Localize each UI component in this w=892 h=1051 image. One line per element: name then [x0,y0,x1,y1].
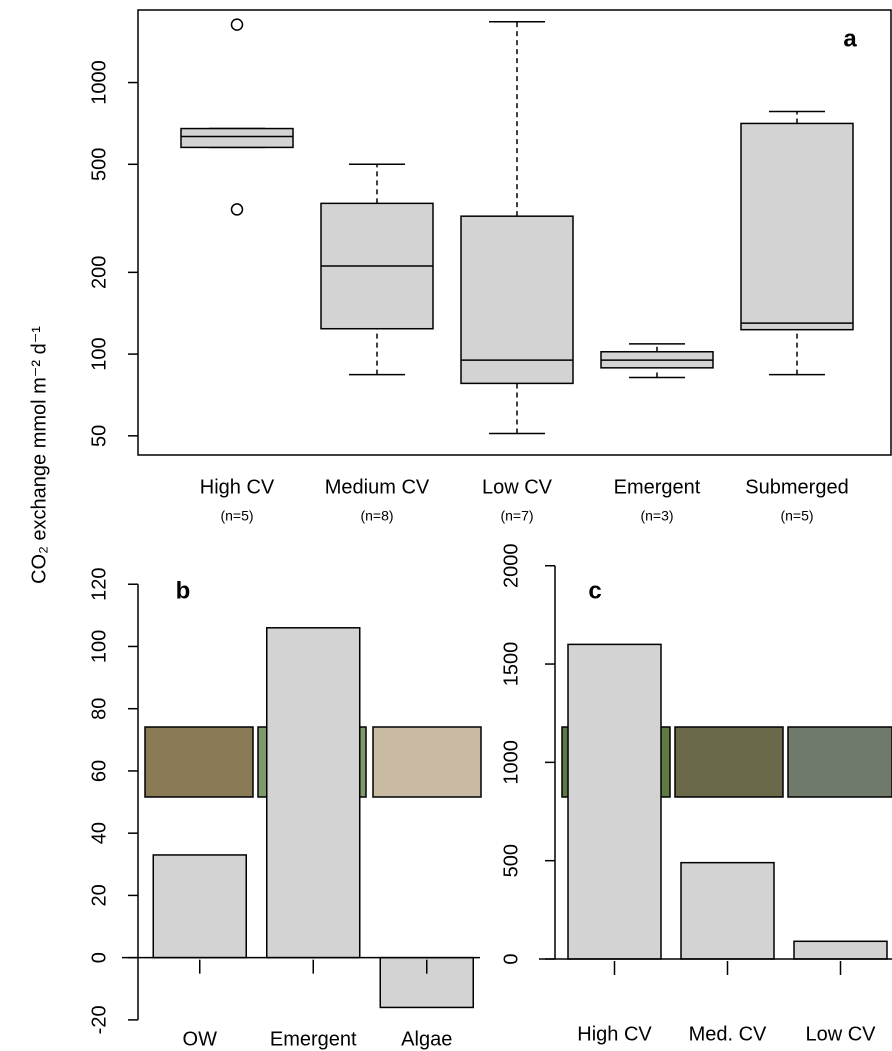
y-tick-label: 100 [88,630,110,663]
bar [568,644,661,959]
panel-label: b [176,577,191,604]
panel-label: a [843,25,857,52]
photo [373,727,481,797]
outlier [232,204,243,215]
x-tick-label: High CV [200,476,275,498]
x-tick-label: Submerged [745,476,848,498]
y-tick-label: 500 [500,844,522,877]
x-tick-label: High CV [577,1023,652,1045]
box [461,216,573,383]
photo [145,727,253,797]
box [741,123,853,329]
x-tick-note: (n=8) [360,508,393,524]
y-tick-label: -20 [88,1005,110,1034]
y-tick-label: 1500 [500,642,522,687]
x-tick-note: (n=5) [780,508,813,524]
x-tick-label: Med. CV [689,1023,767,1045]
photo [675,727,783,797]
y-tick-label: 40 [88,822,110,844]
photo [788,727,892,797]
x-tick-label: Algae [401,1028,452,1050]
figure: CO₂ exchange mmol m⁻² d⁻¹ 50100200500100… [0,0,892,1051]
y-tick-label: 1000 [500,740,522,785]
x-tick-note: (n=5) [220,508,253,524]
y-tick-label: 80 [88,698,110,720]
x-tick-label: OW [183,1028,218,1050]
y-tick-label: 100 [88,337,110,370]
y-tick-label: 120 [88,568,110,601]
panel-label: c [588,577,601,604]
y-tick-label: 60 [88,760,110,782]
y-tick-label: 0 [88,952,110,963]
x-tick-note: (n=7) [500,508,533,524]
bar [153,855,246,958]
bar [681,863,774,959]
outlier [232,19,243,30]
y-tick-label: 0 [500,953,522,964]
bar [267,628,360,958]
y-tick-label: 2000 [500,543,522,588]
y-tick-label: 500 [88,148,110,181]
y-tick-label: 20 [88,884,110,906]
x-tick-label: Emergent [270,1028,357,1050]
x-tick-note: (n=3) [640,508,673,524]
y-tick-label: 1000 [88,60,110,105]
y-axis-label: CO₂ exchange mmol m⁻² d⁻¹ [28,326,50,584]
box [181,129,293,148]
x-tick-label: Emergent [614,476,701,498]
y-tick-label: 200 [88,256,110,289]
x-tick-label: Low CV [482,476,553,498]
bar [794,941,887,959]
y-tick-label: 50 [88,425,110,447]
x-tick-label: Medium CV [325,476,430,498]
x-tick-label: Low CV [805,1023,876,1045]
